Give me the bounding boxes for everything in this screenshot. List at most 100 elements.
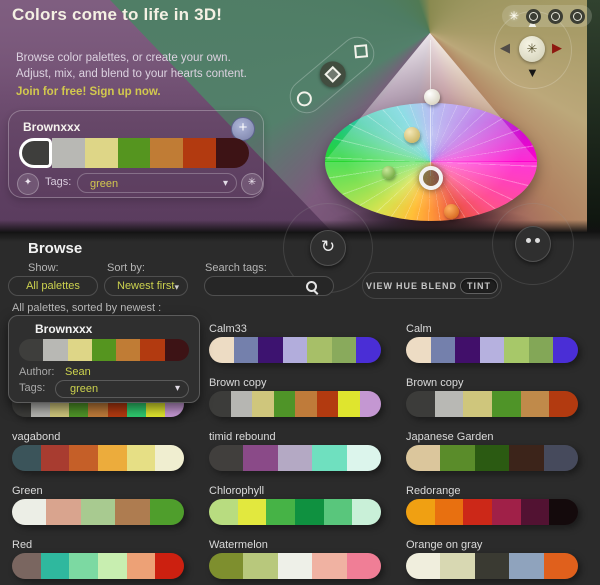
palette-swatch bbox=[307, 337, 332, 363]
editor-swatch[interactable] bbox=[51, 138, 85, 168]
orb-tool-2-icon[interactable] bbox=[548, 8, 564, 24]
expanded-swatch bbox=[19, 339, 44, 361]
palette-swatch bbox=[406, 499, 435, 525]
ring-marker[interactable] bbox=[419, 166, 443, 190]
white-marker[interactable] bbox=[424, 89, 440, 105]
palette-card: Brown copy bbox=[406, 376, 584, 430]
palette-swatch bbox=[455, 337, 480, 363]
palette-bar[interactable] bbox=[406, 337, 578, 363]
palette-swatch bbox=[463, 499, 493, 525]
author-label: Author: bbox=[19, 366, 55, 378]
expanded-swatch bbox=[140, 339, 165, 361]
editor-swatch[interactable] bbox=[216, 138, 250, 168]
palette-bar[interactable] bbox=[209, 337, 381, 363]
author-value[interactable]: Sean bbox=[65, 366, 91, 378]
palette-swatch bbox=[406, 391, 435, 417]
palette-title: Calm33 bbox=[209, 323, 247, 335]
palette-swatch bbox=[492, 499, 521, 525]
show-dropdown[interactable]: All palettes bbox=[8, 276, 98, 296]
page-title: Colors come to life in 3D! bbox=[12, 5, 223, 24]
palette-title: Redorange bbox=[406, 485, 461, 497]
editor-swatch[interactable] bbox=[84, 138, 118, 168]
palette-swatch bbox=[479, 337, 505, 363]
palette-title: Red bbox=[12, 539, 33, 551]
mode-button-hue[interactable]: HUE bbox=[395, 280, 418, 291]
palette-swatch bbox=[553, 337, 578, 363]
palette-title: Brown copy bbox=[406, 377, 464, 389]
palette-card: vagabond bbox=[12, 430, 190, 484]
search-input[interactable] bbox=[213, 278, 312, 296]
palette-swatch bbox=[233, 337, 259, 363]
refresh-icon: ↻ bbox=[320, 237, 336, 256]
mode-button-view[interactable]: VIEW bbox=[365, 280, 393, 291]
editor-swatch[interactable] bbox=[150, 138, 184, 168]
editor-swatch[interactable] bbox=[183, 138, 217, 168]
palette-swatch bbox=[323, 499, 353, 525]
signup-link[interactable]: Join for free! Sign up now. bbox=[16, 86, 161, 98]
list-header: All palettes, sorted by newest : bbox=[12, 302, 162, 314]
sun-icon[interactable]: ✳ bbox=[508, 9, 520, 23]
add-color-button[interactable]: + bbox=[231, 117, 255, 141]
editor-tags-label: Tags: bbox=[45, 176, 72, 188]
sort-dropdown[interactable]: Newest first ▾ bbox=[104, 276, 188, 296]
palette-swatch bbox=[282, 337, 308, 363]
filter-sliders-button[interactable] bbox=[515, 226, 551, 262]
arrow-down-icon[interactable]: ▼ bbox=[526, 65, 539, 80]
editor-tags-dropdown[interactable]: green ▾ bbox=[77, 173, 237, 193]
palette-swatch bbox=[155, 445, 184, 471]
editor-palette-name: Brownxxx bbox=[23, 120, 81, 134]
palette-bar[interactable] bbox=[406, 391, 578, 417]
palette-bar[interactable] bbox=[209, 553, 381, 579]
expanded-palette-card[interactable]: Brownxxx Author: Sean Tags: green ▾ bbox=[8, 315, 200, 403]
show-value: All palettes bbox=[26, 280, 80, 292]
sort-value: Newest first bbox=[117, 280, 175, 292]
mode-button-tint[interactable]: TINT bbox=[459, 277, 498, 294]
orb-tool-1-icon[interactable] bbox=[526, 8, 542, 24]
expanded-swatch bbox=[164, 339, 189, 361]
brightness-dpad-button[interactable]: ✳ bbox=[519, 36, 545, 62]
banner-right-edge bbox=[587, 0, 600, 232]
palette-bar[interactable] bbox=[209, 499, 381, 525]
palette-bar[interactable] bbox=[209, 445, 381, 471]
diamond-selected-icon[interactable] bbox=[319, 61, 346, 88]
editor-tags-value: green bbox=[90, 178, 119, 190]
palette-card: Green bbox=[12, 484, 190, 538]
palette-bar[interactable] bbox=[12, 553, 184, 579]
arrow-left-icon[interactable]: ◀ bbox=[500, 40, 510, 55]
orange-marker[interactable] bbox=[444, 204, 459, 219]
palette-swatch bbox=[406, 553, 441, 579]
expanded-tags-dropdown[interactable]: green ▾ bbox=[55, 380, 189, 398]
arrow-right-icon[interactable]: ▶ bbox=[552, 40, 562, 55]
palette-swatch bbox=[115, 499, 150, 525]
tan-marker[interactable] bbox=[404, 127, 420, 143]
palette-card: Chlorophyll bbox=[209, 484, 387, 538]
expanded-swatch-bar[interactable] bbox=[19, 339, 189, 361]
palette-card: timid rebound bbox=[209, 430, 387, 484]
palette-bar[interactable] bbox=[406, 553, 578, 579]
diamond-shape-icon[interactable] bbox=[353, 43, 368, 58]
palette-swatch bbox=[69, 445, 99, 471]
green-marker[interactable] bbox=[382, 166, 395, 179]
circle-shape-icon[interactable] bbox=[296, 90, 312, 106]
orb-tool-3-icon[interactable] bbox=[570, 8, 585, 24]
refresh-button[interactable]: ↻ bbox=[310, 230, 346, 266]
palette-bar[interactable] bbox=[209, 391, 381, 417]
palette-swatch bbox=[352, 499, 381, 525]
palette-swatch bbox=[316, 391, 338, 417]
palette-card: Redorange bbox=[406, 484, 584, 538]
palette-swatch bbox=[356, 337, 381, 363]
palette-grid: Calm33 Calm Brown copy Brown copy vagabond ti… bbox=[12, 322, 584, 585]
search-icon[interactable] bbox=[306, 281, 317, 292]
palette-swatch bbox=[266, 499, 296, 525]
randomize-icon[interactable]: ✳ bbox=[241, 173, 263, 195]
palette-bar[interactable] bbox=[406, 499, 578, 525]
tag-add-icon[interactable]: ✦ bbox=[17, 173, 39, 195]
mode-button-blend[interactable]: BLEND bbox=[420, 280, 457, 291]
editor-swatch[interactable] bbox=[19, 138, 52, 168]
editor-swatch[interactable] bbox=[117, 138, 151, 168]
palette-bar[interactable] bbox=[12, 445, 184, 471]
expanded-swatch bbox=[91, 339, 117, 361]
palette-bar[interactable] bbox=[406, 445, 578, 471]
palette-bar[interactable] bbox=[12, 499, 184, 525]
palette-title: timid rebound bbox=[209, 431, 276, 443]
